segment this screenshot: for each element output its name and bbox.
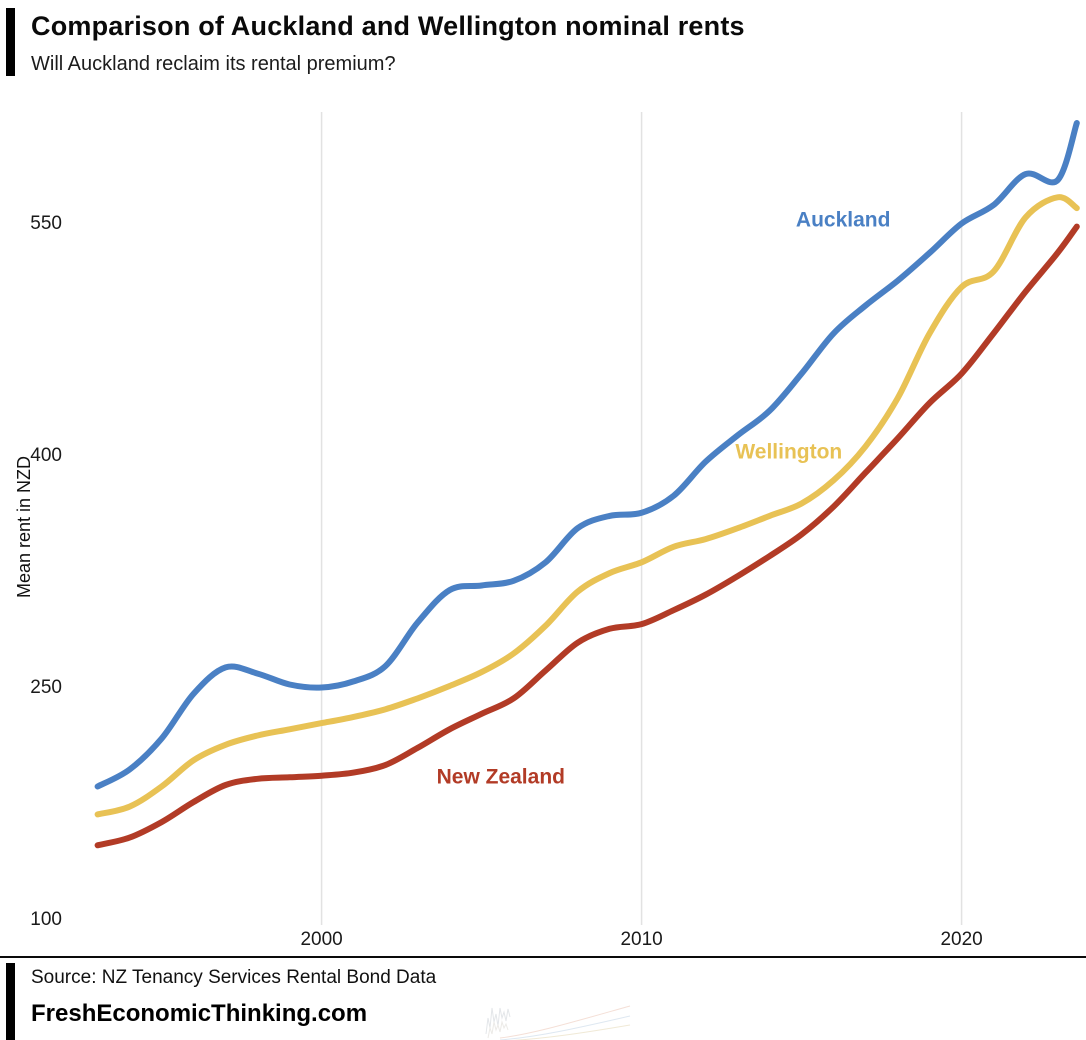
series-line-new-zealand: [94, 223, 1080, 849]
chart-subtitle: Will Auckland reclaim its rental premium…: [31, 52, 396, 75]
ghost-chart-thumbnail: [485, 1005, 631, 1040]
x-tick-label: 2020: [940, 929, 982, 950]
y-tick-label: 400: [30, 445, 62, 466]
footer-accent-bar: [6, 963, 15, 1040]
series-label-wellington: Wellington: [735, 441, 842, 464]
y-tick-label: 550: [30, 213, 62, 234]
chart-header: Comparison of Auckland and Wellington no…: [6, 8, 745, 76]
series-line-auckland: [94, 120, 1080, 790]
chart-title: Comparison of Auckland and Wellington no…: [31, 11, 745, 41]
caption-separator: [0, 956, 1086, 958]
source-text: Source: NZ Tenancy Services Rental Bond …: [31, 967, 437, 988]
line-chart: 2000 2010 2020 100 250 400 550 New Zealand Welli…: [30, 112, 1080, 950]
x-tick-label: 2010: [620, 929, 662, 950]
y-tick-label: 250: [30, 677, 62, 698]
x-tick-label: 2000: [300, 929, 342, 950]
chart-footer: Source: NZ Tenancy Services Rental Bond …: [6, 963, 631, 1040]
y-tick-label: 100: [30, 909, 62, 930]
series-label-auckland: Auckland: [796, 209, 891, 232]
series-label-new-zealand: New Zealand: [437, 765, 565, 788]
series-line-wellington: [94, 194, 1080, 818]
site-name: FreshEconomicThinking.com: [31, 1000, 368, 1027]
title-accent-bar: [6, 8, 15, 76]
